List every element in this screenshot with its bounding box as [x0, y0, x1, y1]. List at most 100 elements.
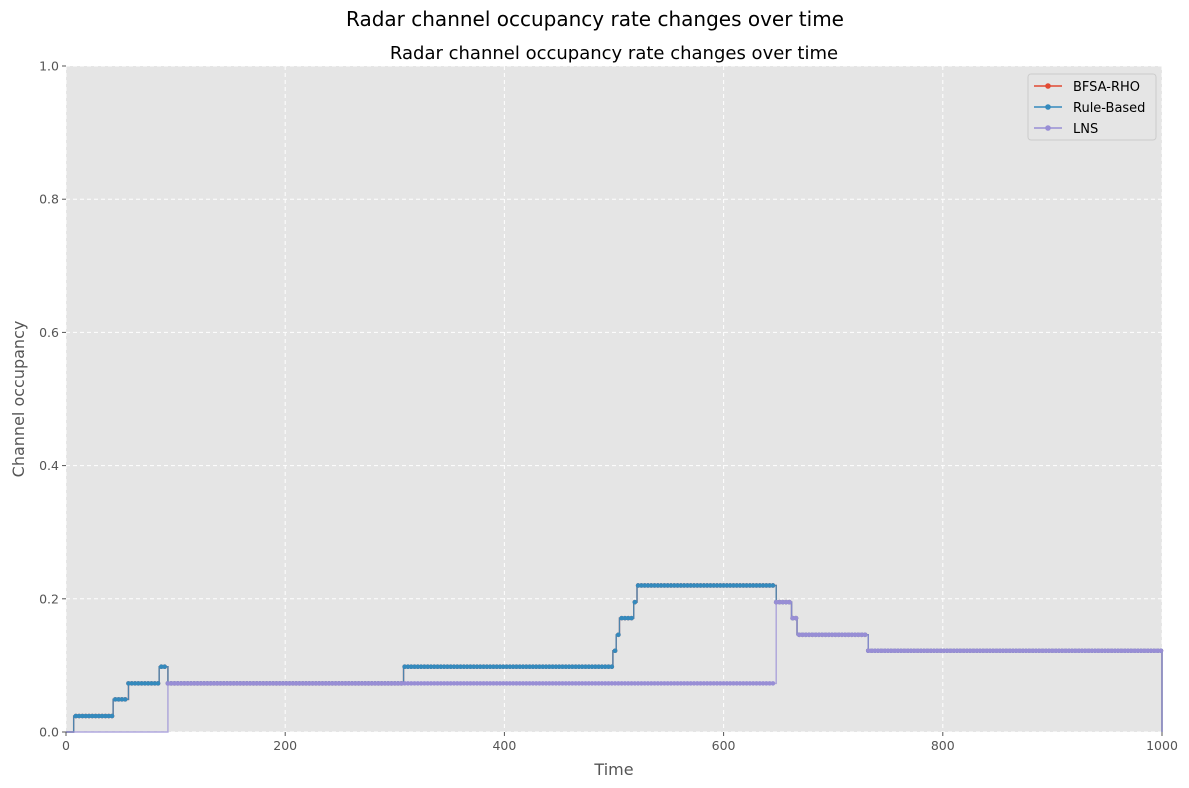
data-point [639, 583, 644, 588]
data-point [510, 664, 516, 670]
data-point [86, 713, 92, 719]
data-point [389, 681, 394, 686]
data-point [872, 648, 878, 654]
data-point [958, 648, 963, 654]
data-point [658, 583, 664, 588]
data-point [859, 632, 864, 638]
data-point [339, 681, 345, 686]
data-point [681, 583, 687, 588]
data-point [714, 583, 720, 588]
y-tick-label: 0.2 [39, 591, 59, 606]
data-point [237, 681, 243, 686]
data-point [675, 681, 680, 686]
data-point [1023, 648, 1029, 654]
data-point [888, 648, 894, 654]
data-point [698, 583, 703, 588]
data-point [741, 681, 746, 686]
data-point [537, 681, 542, 686]
data-point [224, 681, 230, 686]
data-point [773, 599, 779, 605]
data-point [185, 681, 190, 686]
data-point [846, 632, 851, 638]
data-point [491, 681, 496, 686]
data-point [487, 664, 493, 670]
data-point [570, 664, 575, 670]
data-point [540, 681, 546, 686]
data-point [527, 664, 532, 670]
data-point [162, 664, 167, 670]
data-point [504, 681, 509, 686]
data-point [1155, 648, 1160, 654]
data-point [356, 681, 361, 686]
data-point [570, 681, 575, 686]
data-point [971, 648, 976, 654]
data-point [205, 681, 210, 686]
y-tick-label: 1.0 [39, 59, 59, 74]
data-point [251, 681, 256, 686]
data-point [145, 681, 151, 686]
x-tick-label: 0 [62, 738, 70, 753]
data-point [244, 681, 250, 686]
data-point [780, 599, 786, 605]
data-point [629, 681, 634, 686]
data-point [619, 615, 624, 621]
data-point [458, 681, 463, 686]
data-point [106, 713, 112, 719]
data-point [287, 681, 292, 686]
figure-suptitle: Radar channel occupancy rate changes ove… [346, 7, 844, 31]
data-point [668, 583, 674, 588]
data-point [425, 681, 430, 686]
data-point [524, 664, 529, 670]
data-point [514, 681, 519, 686]
data-point [655, 583, 661, 588]
data-point [599, 664, 605, 670]
data-point [159, 664, 164, 670]
data-point [428, 681, 434, 686]
data-point [1096, 648, 1101, 654]
data-point [376, 681, 381, 686]
x-tick-label: 200 [273, 738, 297, 753]
data-point [494, 664, 500, 670]
data-point [530, 681, 536, 686]
data-point [764, 681, 769, 686]
data-point [964, 648, 970, 654]
data-point [658, 681, 664, 686]
data-point [803, 632, 809, 638]
x-tick-label: 1000 [1146, 738, 1178, 753]
data-point [1046, 648, 1052, 654]
data-point [754, 681, 759, 686]
data-point [823, 632, 828, 638]
data-point [198, 681, 204, 686]
data-point [648, 681, 654, 686]
data-point [902, 648, 907, 654]
data-point [882, 648, 888, 654]
data-point [307, 681, 312, 686]
data-point [885, 648, 891, 654]
data-point [504, 664, 509, 670]
data-point [833, 632, 838, 638]
data-point [1004, 648, 1009, 654]
data-point [553, 681, 559, 686]
data-point [533, 681, 539, 686]
data-point [770, 583, 776, 588]
data-point [1132, 648, 1137, 654]
data-point [293, 681, 299, 686]
data-point [165, 681, 171, 686]
data-point [987, 648, 993, 654]
data-point [1105, 648, 1111, 654]
data-point [343, 681, 348, 686]
data-point [441, 681, 447, 686]
data-point [566, 681, 572, 686]
data-point [961, 648, 966, 654]
data-point [247, 681, 253, 686]
data-point [793, 615, 799, 621]
data-point [113, 697, 118, 702]
data-point [787, 599, 792, 605]
data-point [556, 681, 562, 686]
gridlines [65, 65, 1163, 733]
data-point [481, 681, 486, 686]
data-point [747, 681, 753, 686]
data-point [678, 583, 684, 588]
data-point [122, 697, 128, 702]
